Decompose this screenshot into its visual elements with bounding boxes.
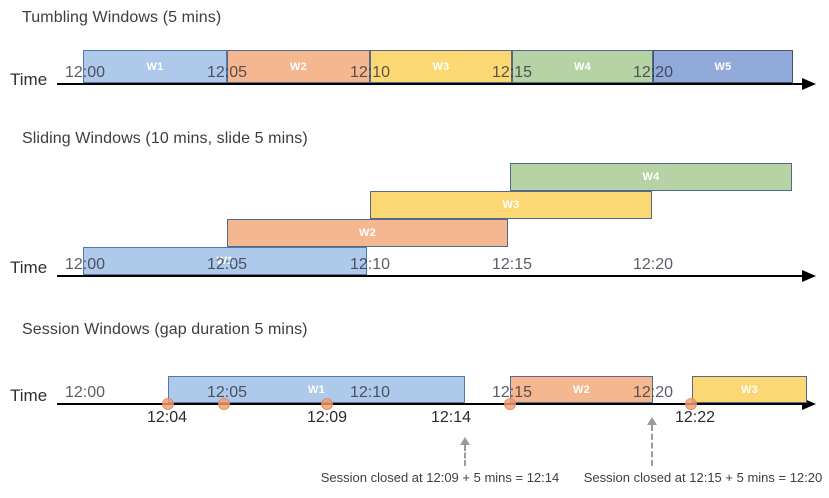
tumbling-section-title: Tumbling Windows (5 mins) (22, 9, 222, 26)
window-label: W4 (573, 60, 592, 73)
tick-label: 12:10 (349, 64, 391, 81)
window-bar: W3 (370, 50, 512, 83)
tick-label: 12:05 (206, 256, 248, 273)
event-time-label: 12:09 (306, 409, 348, 426)
session-time-axis-label: Time (10, 386, 48, 405)
tick-label: 12:10 (349, 384, 391, 401)
window-bar: W5 (653, 50, 793, 83)
tick-label: 12:15 (491, 64, 533, 81)
tick-label: 12:15 (491, 384, 533, 401)
tumbling-axis-arrowhead-icon (802, 78, 816, 90)
window-bar: W4 (510, 163, 792, 191)
annotation-arrowhead-icon (460, 437, 470, 445)
event-dot (321, 398, 333, 410)
session-closed-annotation: Session closed at 12:15 + 5 mins = 12:20 (583, 470, 823, 485)
tumbling-time-axis-line (57, 83, 806, 85)
window-bar: W2 (227, 219, 508, 247)
window-label: W3 (432, 60, 450, 73)
event-time-label: 12:14 (430, 409, 472, 426)
window-bar: W1 (83, 247, 367, 275)
event-dot (162, 398, 174, 410)
tick-label: 12:00 (64, 384, 106, 401)
window-label: W5 (714, 60, 732, 73)
window-label: W4 (642, 171, 660, 183)
annotation-dashed-arrow (651, 425, 653, 466)
window-label: W3 (740, 383, 759, 396)
tick-label: 12:00 (64, 64, 106, 81)
event-dot (218, 398, 230, 410)
window-label: W2 (358, 227, 377, 239)
tick-label: 12:05 (206, 384, 248, 401)
tumbling-time-axis-label: Time (10, 70, 48, 89)
window-label: W2 (572, 383, 591, 396)
window-bar: W2 (227, 50, 370, 83)
event-dot (504, 398, 516, 410)
window-bar: W3 (692, 376, 807, 403)
window-label: W1 (146, 60, 164, 73)
window-bar: W2 (510, 376, 653, 403)
event-time-label: 12:04 (146, 409, 188, 426)
tick-label: 12:00 (64, 256, 106, 273)
tick-label: 12:10 (349, 256, 391, 273)
window-bar: W4 (512, 50, 653, 83)
sliding-section-title: Sliding Windows (10 mins, slide 5 mins) (22, 130, 308, 147)
window-label: W2 (289, 60, 308, 73)
tick-label: 12:20 (632, 384, 674, 401)
tick-label: 12:20 (632, 256, 674, 273)
annotation-arrowhead-icon (647, 417, 657, 425)
window-label: W3 (502, 199, 520, 211)
tick-label: 12:20 (632, 64, 674, 81)
window-label: W1 (216, 255, 234, 267)
window-bar: W1 (83, 50, 227, 83)
event-time-label: 12:22 (674, 409, 716, 426)
event-dot (685, 398, 697, 410)
sliding-time-axis-label: Time (10, 258, 48, 277)
window-bar: W3 (370, 191, 652, 219)
session-section-title: Session Windows (gap duration 5 mins) (22, 321, 308, 338)
tick-label: 12:15 (491, 256, 533, 273)
window-bar: W1 (168, 376, 465, 403)
annotation-dashed-arrow (464, 445, 466, 466)
session-time-axis-line (57, 403, 806, 405)
window-label: W1 (307, 383, 326, 396)
session-closed-annotation: Session closed at 12:09 + 5 mins = 12:14 (320, 470, 560, 485)
tick-label: 12:05 (206, 64, 248, 81)
sliding-axis-arrowhead-icon (802, 270, 816, 282)
sliding-time-axis-line (57, 275, 806, 277)
